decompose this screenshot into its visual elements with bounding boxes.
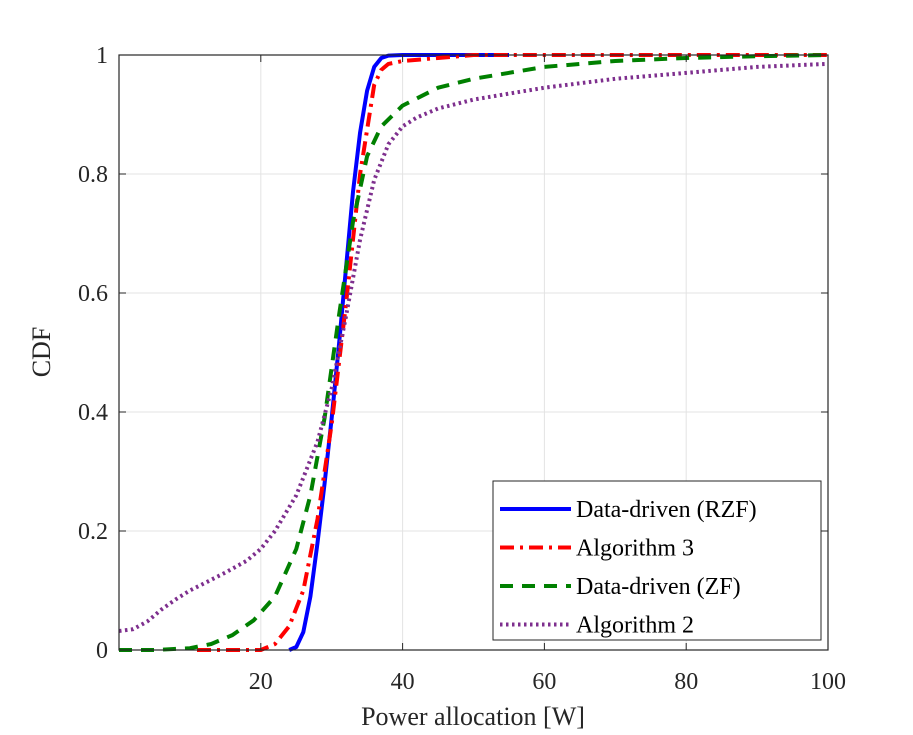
y-tick-label: 0 <box>96 638 108 664</box>
plot-frame <box>118 54 829 651</box>
x-axis-title: Power allocation [W] <box>361 702 585 731</box>
x-tick-label: 80 <box>674 669 698 695</box>
legend-label-algorithm-3: Algorithm 3 <box>576 536 694 562</box>
x-tick-label: 20 <box>249 669 273 695</box>
series-line-data-driven-zf <box>119 53 829 652</box>
tick-label-layer: 20 40 60 80 100 0 0.2 0.4 0.6 0.8 1 <box>78 43 846 695</box>
y-axis-title: CDF <box>27 327 56 378</box>
y-tick-label: 0.6 <box>78 281 108 307</box>
tick-layer <box>119 54 829 651</box>
y-tick-label: 0.8 <box>78 162 108 188</box>
x-tick-label: 60 <box>532 669 556 695</box>
legend: Data-driven (RZF) Algorithm 3 Data-driven … <box>492 480 822 641</box>
series-line-algorithm-2 <box>118 61 829 633</box>
y-tick-label: 0.4 <box>78 400 108 426</box>
legend-label-data-driven-rzf: Data-driven (RZF) <box>576 497 757 523</box>
legend-label-data-driven-zf: Data-driven (ZF) <box>576 574 741 600</box>
y-tick-label: 0.2 <box>78 519 108 545</box>
x-tick-label: 100 <box>810 669 846 695</box>
series-line-algorithm-3 <box>197 53 828 652</box>
x-tick-label: 40 <box>391 669 415 695</box>
legend-label-algorithm-2: Algorithm 2 <box>576 613 694 639</box>
y-tick-label: 1 <box>96 43 108 69</box>
